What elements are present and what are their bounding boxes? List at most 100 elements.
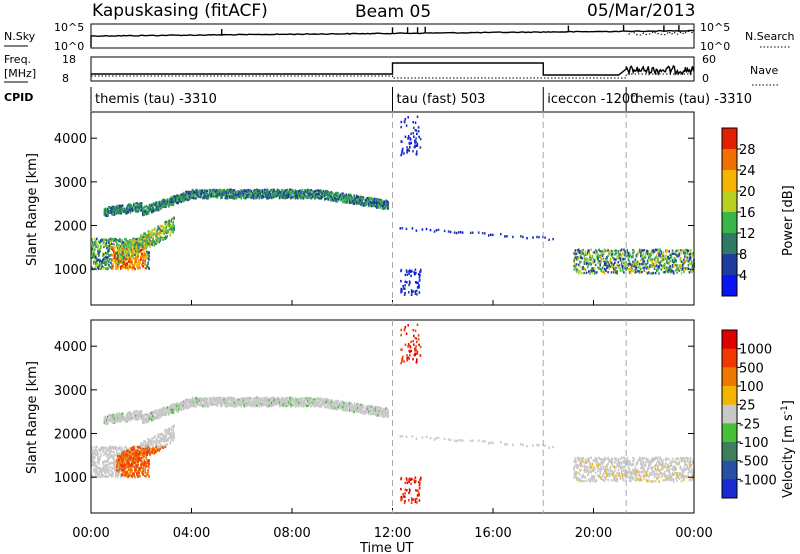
power-cell <box>415 229 418 232</box>
power-cell <box>120 254 122 257</box>
power-cell <box>317 196 319 199</box>
power-cell <box>359 197 361 200</box>
power-cell <box>339 199 342 202</box>
power-cell <box>138 265 140 269</box>
power-cell <box>95 265 97 268</box>
velocity-cell <box>301 396 303 400</box>
velocity-cell <box>252 401 255 404</box>
power-cell <box>199 192 202 195</box>
power-cell <box>117 253 119 256</box>
velocity-cell <box>265 403 267 407</box>
power-cell <box>610 261 613 265</box>
power-cell <box>144 261 146 264</box>
power-cell <box>234 196 237 200</box>
power-cell <box>269 193 272 196</box>
velocity-cell <box>211 403 213 406</box>
velocity-cell <box>303 397 306 400</box>
power-cell <box>318 192 320 195</box>
power-cell <box>658 252 660 255</box>
power-cell <box>160 201 162 204</box>
velocity-cell <box>320 403 323 406</box>
power-cell <box>215 189 218 193</box>
velocity-cell <box>134 410 136 414</box>
power-cell <box>633 263 635 266</box>
power-cell <box>95 255 97 258</box>
power-cell <box>124 243 126 246</box>
power-cell <box>408 280 411 283</box>
power-cell <box>677 267 679 270</box>
nsky-trace <box>90 25 695 47</box>
velocity-cell <box>147 418 150 421</box>
power-cell <box>227 191 230 194</box>
power-cell <box>146 212 149 216</box>
power-cell <box>169 223 171 227</box>
power-cell <box>325 189 327 193</box>
velocity-cell <box>194 404 196 408</box>
power-cell <box>182 191 185 195</box>
velocity-cell <box>305 399 308 402</box>
power-cell <box>160 204 162 207</box>
power-cell <box>159 234 161 237</box>
velocity-cell <box>181 406 184 409</box>
power-cell <box>344 198 346 201</box>
velocity-cell <box>142 421 144 425</box>
power-cell <box>590 268 592 272</box>
power-cell <box>169 227 171 231</box>
power-cell <box>149 233 151 237</box>
power-cell <box>192 197 195 200</box>
velocity-cell <box>224 403 227 407</box>
velocity-cell <box>316 397 318 400</box>
power-cell <box>408 272 410 275</box>
power-cell <box>165 198 168 202</box>
power-cell <box>96 257 98 260</box>
power-cell <box>118 247 120 250</box>
power-cell <box>414 141 416 144</box>
power-cell <box>267 189 270 192</box>
power-cell <box>125 263 127 266</box>
power-cell <box>671 259 674 262</box>
power-cell <box>118 209 120 212</box>
power-cell <box>109 257 111 261</box>
power-cell <box>118 250 120 253</box>
power-cell <box>686 267 689 270</box>
power-cell <box>412 150 414 153</box>
power-cell <box>295 196 298 199</box>
power-cell <box>163 203 166 206</box>
power-cell <box>119 250 121 253</box>
power-cell <box>159 206 161 210</box>
velocity-cell <box>129 416 132 420</box>
power-cell <box>642 253 644 257</box>
power-cell <box>173 200 176 204</box>
power-cell <box>113 238 115 241</box>
power-cell <box>251 193 254 196</box>
velocity-cell <box>119 413 121 416</box>
power-cell <box>341 193 343 196</box>
velocity-cell <box>146 418 149 422</box>
power-cell <box>117 212 119 215</box>
power-cell <box>117 239 119 242</box>
velocity-cell <box>235 404 238 407</box>
velocity-cell <box>143 415 145 418</box>
power-cell <box>623 271 625 274</box>
power-cell <box>158 233 160 236</box>
power-cell <box>416 286 419 289</box>
power-cell <box>186 191 188 194</box>
power-cell <box>156 206 159 209</box>
power-cell <box>619 249 622 252</box>
power-cell <box>605 257 607 260</box>
power-cell <box>146 250 148 254</box>
power-cell <box>358 195 360 199</box>
power-cell <box>575 270 578 273</box>
power-cell <box>102 267 104 270</box>
power-cell <box>108 209 110 213</box>
power-cell <box>218 194 221 197</box>
nave-tick-top: 60 <box>702 53 716 66</box>
power-cell <box>117 255 119 258</box>
power-cell <box>93 262 95 266</box>
power-cell <box>387 201 389 204</box>
power-cell <box>161 224 163 228</box>
power-cell <box>196 193 198 196</box>
power-cell <box>126 239 128 243</box>
power-cell <box>303 193 306 197</box>
